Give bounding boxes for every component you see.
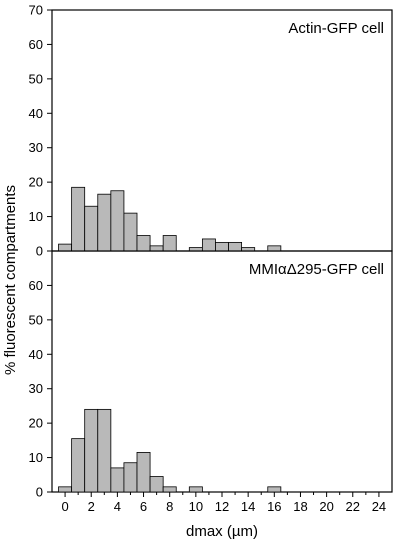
histogram-bar	[123, 212, 138, 252]
histogram-bar	[267, 245, 282, 252]
y-tick-label: 20	[29, 416, 43, 431]
x-tick-label: 16	[267, 499, 281, 514]
histogram-bar	[188, 486, 203, 493]
x-tick-label: 22	[346, 499, 360, 514]
histogram-bar	[97, 408, 112, 493]
x-tick-label: 12	[215, 499, 229, 514]
panel-mmi-delta295-gfp: 0 10 20 30 40 50 60 MMIαΔ295-GFP cell	[29, 250, 393, 500]
histogram-bar	[228, 241, 243, 252]
x-tick-label: 2	[88, 499, 95, 514]
y-tick-label: 10	[29, 450, 43, 465]
x-tick-label: 20	[319, 499, 333, 514]
panel-actin-gfp: 0 10 20 30 40 50 60 70 Actin-GFP cell	[29, 3, 393, 259]
y-tick-label: 30	[29, 381, 43, 396]
histogram-bar	[136, 235, 151, 252]
panel-title: Actin-GFP cell	[288, 20, 384, 37]
histogram-bar	[71, 438, 86, 493]
x-tick-label: 6	[140, 499, 147, 514]
y-tick-label: 50	[29, 312, 43, 327]
x-tick-label: 8	[166, 499, 173, 514]
x-axis: 0 2 4 6 8 10 12 14 16 18 20 22 24	[61, 492, 386, 514]
y-tick-label: 10	[29, 209, 43, 224]
x-tick-label: 0	[61, 499, 68, 514]
histogram-bar	[201, 238, 216, 252]
histogram-bar	[110, 190, 125, 252]
histogram-bar	[149, 245, 164, 252]
histogram-bar	[97, 193, 112, 252]
histogram-bar	[215, 241, 229, 252]
y-tick-label: 40	[29, 347, 43, 362]
x-tick-label: 14	[241, 499, 255, 514]
y-tick-label: 0	[36, 485, 43, 500]
y-tick-label: 60	[29, 37, 43, 52]
histogram-bar	[71, 186, 86, 252]
y-tick-label: 0	[36, 244, 43, 259]
x-tick-label: 4	[114, 499, 121, 514]
y-tick-label: 70	[29, 3, 43, 18]
histogram-bar	[267, 486, 282, 493]
y-tick-label: 60	[29, 278, 43, 293]
histogram-bar	[123, 462, 138, 493]
y-tick-label: 30	[29, 140, 43, 155]
x-tick-label: 24	[372, 499, 386, 514]
histogram-bar	[84, 408, 99, 493]
histogram-bar	[84, 205, 99, 252]
x-axis-title: dmax (µm)	[186, 523, 258, 540]
y-tick-label: 40	[29, 106, 43, 121]
histogram-bar	[149, 476, 164, 493]
histogram-bar	[58, 486, 73, 493]
histogram-bar	[136, 452, 151, 493]
x-tick-label: 10	[189, 499, 203, 514]
histogram-bar	[162, 486, 177, 493]
y-tick-label: 50	[29, 71, 43, 86]
x-tick-label: 18	[293, 499, 307, 514]
y-axis-title: % fluorescent compartments	[2, 185, 19, 375]
y-tick-label: 20	[29, 175, 43, 190]
histogram-bar	[162, 235, 177, 252]
panel-title: MMIαΔ295-GFP cell	[249, 261, 384, 278]
histogram-bar	[110, 467, 125, 493]
histogram-bar	[58, 243, 73, 252]
